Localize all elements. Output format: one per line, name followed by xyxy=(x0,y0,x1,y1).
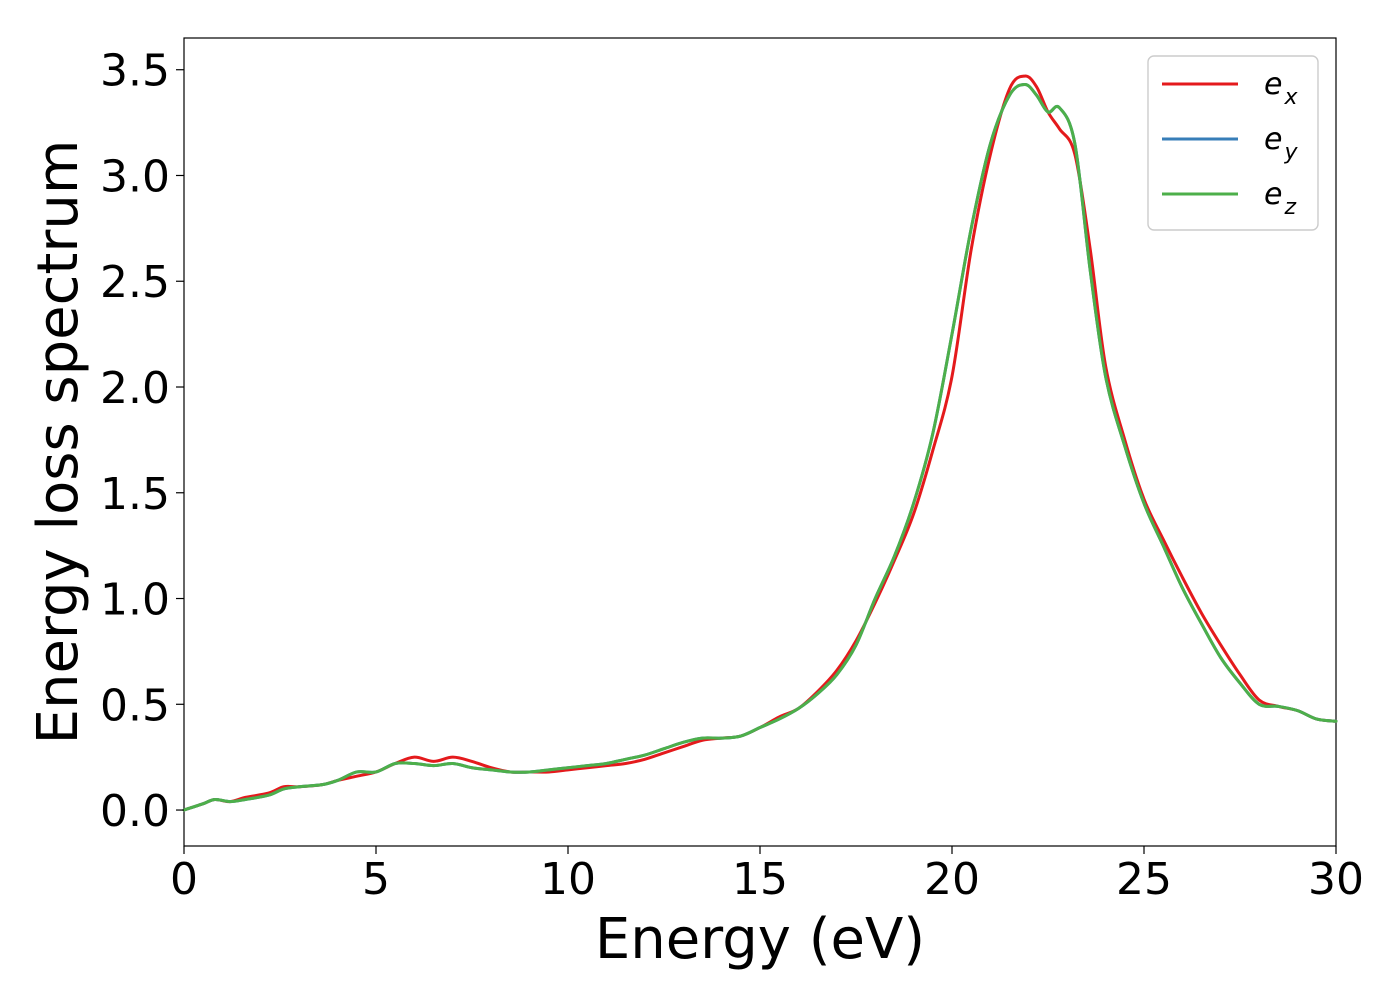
y-tick-label: 1.5 xyxy=(100,469,170,520)
x-tick-label: 5 xyxy=(362,854,390,905)
y-tick-label: 0.5 xyxy=(100,680,170,731)
y-tick-label: 3.5 xyxy=(100,46,170,97)
legend-label-x: ex xyxy=(1264,67,1298,110)
x-tick-label: 30 xyxy=(1308,854,1364,905)
x-axis: 0 5 10 15 20 25 30 xyxy=(170,846,1364,905)
series-group xyxy=(182,74,1338,812)
plot-area xyxy=(182,37,1338,847)
x-tick-label: 10 xyxy=(540,854,596,905)
x-tick-label: 0 xyxy=(170,854,198,905)
legend: ex ey ez xyxy=(1147,55,1319,231)
y-tick-label: 2.0 xyxy=(100,363,170,414)
y-tick-label: 3.0 xyxy=(100,151,170,202)
legend-box xyxy=(1147,55,1319,231)
x-tick-label: 15 xyxy=(732,854,788,905)
y-tick-label: 1.0 xyxy=(100,575,170,626)
legend-label-z: ez xyxy=(1264,177,1296,220)
y-tick-label: 2.5 xyxy=(100,257,170,308)
x-axis-title: Energy (eV) xyxy=(595,907,925,972)
y-axis-title: Energy loss spectrum xyxy=(26,140,91,745)
x-tick-label: 25 xyxy=(1116,854,1172,905)
legend-label-y: ey xyxy=(1264,122,1298,165)
y-axis: 0.0 0.5 1.0 1.5 2.0 2.5 3.0 3.5 xyxy=(100,46,184,837)
series-line-z xyxy=(182,83,1338,812)
plot-frame xyxy=(183,37,1337,847)
x-tick-label: 20 xyxy=(924,854,980,905)
y-tick-label: 0.0 xyxy=(100,786,170,837)
